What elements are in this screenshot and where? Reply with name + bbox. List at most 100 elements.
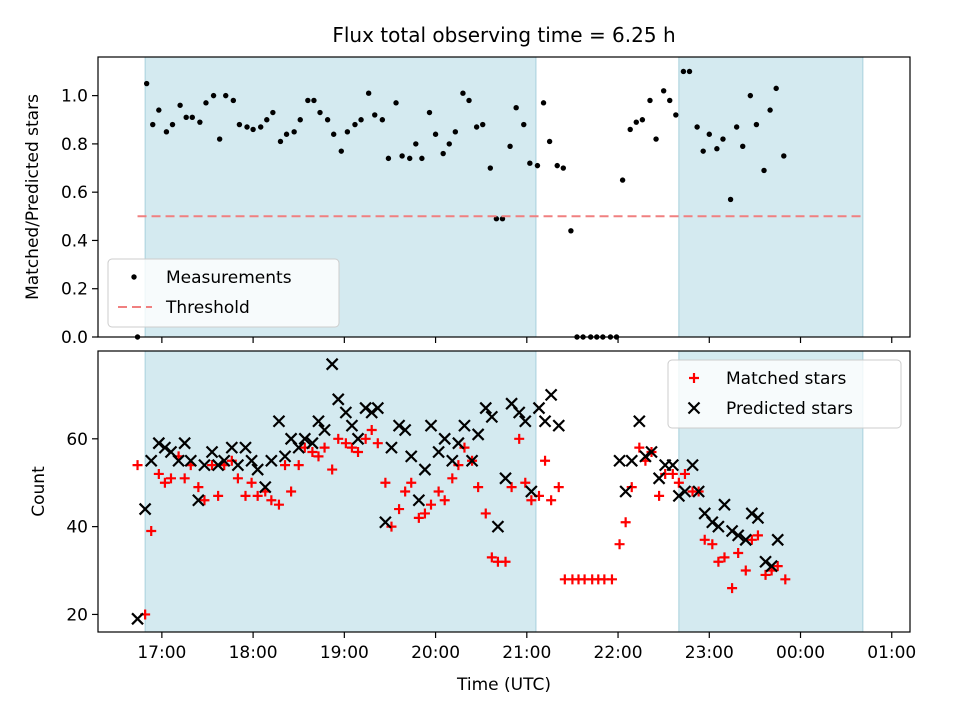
data-point [313, 451, 324, 462]
data-point [172, 454, 185, 468]
data-point [264, 117, 270, 123]
data-point [306, 436, 319, 450]
legend-label: Measurements [166, 268, 292, 288]
data-point [718, 498, 731, 511]
y-tick-label: 0.0 [61, 328, 88, 348]
data-point [216, 136, 223, 142]
data-point [519, 414, 532, 428]
data-point [230, 97, 237, 104]
data-point [406, 477, 417, 488]
data-point [258, 480, 272, 494]
y-tick-label: 0.2 [61, 280, 88, 300]
data-point [546, 138, 553, 145]
data-point [653, 136, 659, 142]
data-point [392, 419, 406, 432]
data-point [553, 482, 564, 493]
data-point [713, 556, 724, 567]
data-point [512, 406, 526, 419]
data-point [217, 454, 231, 468]
data-point [439, 495, 450, 506]
data-point [532, 401, 546, 415]
data-point [479, 401, 493, 415]
data-point [639, 117, 646, 123]
data-point [197, 119, 203, 125]
data-point [473, 124, 480, 130]
legend-swatch [687, 401, 701, 415]
legend: Matched stars Predicted stars [667, 359, 902, 429]
data-point [625, 454, 639, 468]
data-point [266, 495, 277, 506]
data-point [499, 216, 506, 222]
data-point [210, 92, 217, 99]
data-point [407, 155, 413, 162]
data-point [540, 100, 547, 106]
x-tick-label: 00:00 [776, 643, 825, 663]
data-point [379, 117, 386, 123]
data-point [554, 162, 560, 169]
y-tick-label: 20 [66, 605, 88, 625]
data-point [460, 90, 466, 96]
y-tick-label: 60 [66, 430, 88, 450]
x-tick-label: 19:00 [320, 643, 369, 663]
legend-label: Predicted stars [726, 399, 853, 419]
data-point [465, 454, 479, 468]
x-tick-label: 01:00 [867, 643, 916, 663]
data-point [527, 160, 533, 166]
data-point [520, 477, 531, 488]
data-point [193, 482, 204, 493]
data-point [759, 555, 772, 569]
data-point [413, 512, 424, 523]
data-point [760, 569, 771, 580]
data-point [353, 446, 364, 457]
data-point [400, 486, 411, 497]
series-predicted-stars [131, 357, 784, 626]
data-point [189, 114, 195, 121]
data-point [485, 410, 499, 424]
data-point [144, 454, 158, 468]
data-point [223, 92, 229, 99]
data-point [327, 464, 338, 475]
data-point [393, 100, 399, 106]
data-point [319, 442, 330, 453]
data-point [486, 552, 497, 563]
data-point [305, 97, 311, 104]
data-point [714, 146, 720, 152]
data-point [317, 109, 323, 116]
data-point [452, 436, 465, 450]
data-point [386, 521, 397, 532]
bottom-y-axis-label: Count [29, 466, 49, 517]
data-point [298, 432, 312, 446]
data-point [359, 401, 372, 415]
data-point [666, 458, 680, 472]
data-point [746, 534, 757, 545]
data-point [418, 463, 432, 476]
data-point [673, 477, 684, 488]
data-point [534, 162, 541, 169]
data-point [158, 441, 172, 454]
data-point [338, 148, 344, 154]
data-point [432, 131, 439, 137]
data-point [352, 121, 358, 128]
data-point [293, 460, 304, 471]
data-point [765, 559, 778, 573]
data-point [278, 450, 292, 463]
data-point [694, 124, 700, 130]
data-point [772, 561, 783, 572]
data-point [419, 508, 430, 519]
data-point [660, 88, 667, 94]
data-point [652, 472, 666, 485]
data-point [700, 148, 706, 154]
data-point [156, 107, 162, 113]
data-point [424, 419, 438, 432]
data-point [312, 414, 325, 428]
data-point [184, 454, 198, 468]
data-point [325, 357, 339, 371]
data-point [440, 150, 446, 157]
data-point [380, 477, 391, 488]
data-point [404, 450, 418, 463]
data-point [379, 515, 392, 529]
data-point [183, 114, 189, 121]
data-point [771, 533, 784, 547]
data-point [286, 486, 297, 497]
